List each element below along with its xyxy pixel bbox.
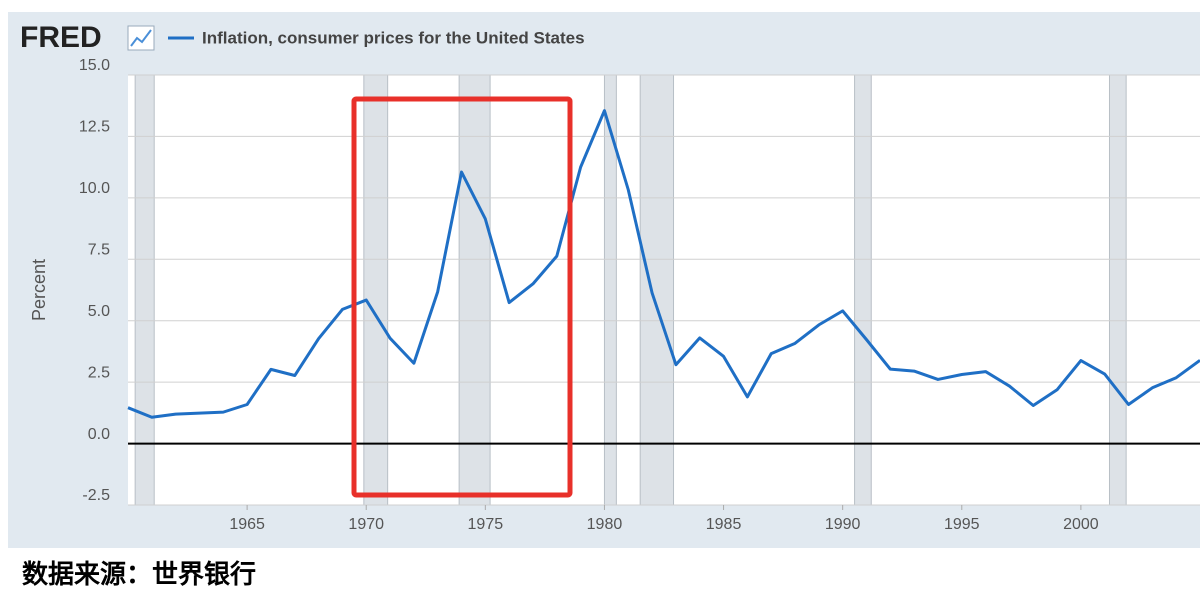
y-tick-label: 12.5 xyxy=(79,119,110,136)
recession-band xyxy=(639,74,675,506)
y-tick-label: 7.5 xyxy=(88,242,110,259)
recession-band xyxy=(458,74,491,506)
x-tick-label: 2000 xyxy=(1063,516,1099,533)
logo-icon-line xyxy=(130,29,152,47)
recession-band xyxy=(854,74,872,506)
x-tick-label: 1970 xyxy=(348,516,384,533)
x-tick-label: 1980 xyxy=(587,516,623,533)
y-tick-label: 2.5 xyxy=(88,364,110,381)
y-tick-label: 10.0 xyxy=(79,180,110,197)
brand-logo: FRED xyxy=(20,21,102,54)
y-tick-label: 0.0 xyxy=(88,426,110,443)
highlight-box xyxy=(351,96,573,498)
logo-icon xyxy=(127,25,155,51)
x-tick-label: 1985 xyxy=(706,516,742,533)
recession-band xyxy=(363,74,389,506)
legend-label: Inflation, consumer prices for the Unite… xyxy=(202,28,585,47)
y-tick-label: -2.5 xyxy=(82,487,110,504)
y-tick-label: 5.0 xyxy=(88,303,110,320)
x-tick-label: 1965 xyxy=(229,516,265,533)
source-caption: 数据来源：世界银行 xyxy=(22,559,256,589)
data-line xyxy=(127,109,1200,419)
y-axis-label: Percent xyxy=(29,259,49,321)
x-tick-label: 1990 xyxy=(825,516,861,533)
x-tick-label: 1975 xyxy=(468,516,504,533)
y-tick-label: 15.0 xyxy=(79,57,110,74)
recession-band xyxy=(134,74,155,506)
x-tick-label: 1995 xyxy=(944,516,980,533)
recession-band xyxy=(1108,74,1127,506)
